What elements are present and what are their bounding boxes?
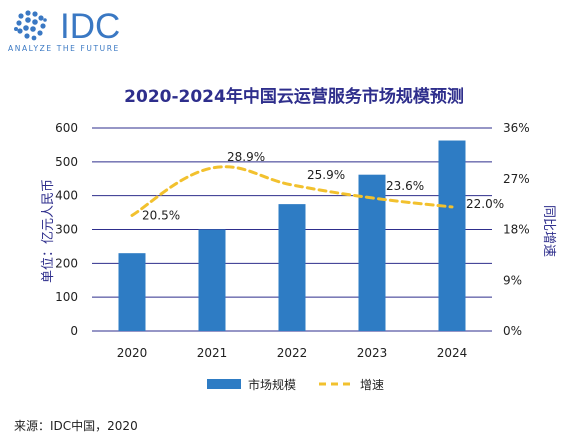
- bar: [278, 204, 306, 331]
- bar-series: [118, 140, 466, 331]
- x-tick-label: 2021: [197, 346, 228, 360]
- x-tick-label: 2022: [277, 346, 308, 360]
- legend-label-bar: 市场规模: [248, 377, 296, 392]
- growth-data-label: 28.9%: [227, 150, 265, 164]
- legend-label-line: 增速: [360, 378, 384, 392]
- y-tick-label: 500: [55, 155, 78, 169]
- y2-tick-label: 36%: [503, 121, 530, 135]
- logo-tagline: ANALYZE THE FUTURE: [8, 44, 120, 53]
- bar: [358, 174, 386, 331]
- growth-data-label: 20.5%: [142, 208, 180, 222]
- y-tick-label: 600: [55, 121, 78, 135]
- source-note: 来源：IDC中国，2020: [14, 418, 138, 433]
- globe-icon: [14, 10, 47, 41]
- y2-tick-label: 18%: [503, 223, 530, 237]
- bar: [118, 253, 146, 331]
- y-tick-label: 100: [55, 290, 78, 304]
- legend-swatch-bar: [207, 379, 241, 389]
- x-tick-label: 2024: [437, 346, 468, 360]
- y2-tick-label: 27%: [503, 172, 530, 186]
- y-axis-title: 单位：亿元人民币: [41, 179, 56, 283]
- bar: [198, 229, 226, 331]
- y2-tick-label: 0%: [503, 324, 522, 338]
- growth-rate-line: [130, 165, 454, 217]
- y2-tick-label: 9%: [503, 273, 522, 287]
- growth-data-label: 23.6%: [386, 179, 424, 193]
- y-axis-ticks: 0 100 200 300 400 500 600: [55, 121, 78, 338]
- idc-logo: IDC ANALYZE THE FUTURE: [8, 7, 120, 53]
- bar: [438, 140, 466, 331]
- y-tick-label: 0: [70, 324, 78, 338]
- x-axis-ticks: 2020 2021 2022 2023 2024: [117, 346, 468, 360]
- legend: 市场规模 增速: [207, 377, 384, 392]
- x-tick-label: 2023: [357, 346, 388, 360]
- logo-name: IDC: [60, 7, 120, 46]
- chart-title: 2020-2024年中国云运营服务市场规模预测: [124, 86, 464, 107]
- data-labels: 20.5% 28.9% 25.9% 23.6% 22.0%: [142, 150, 504, 222]
- y2-axis-title: 同比增速: [541, 205, 556, 257]
- y2-axis-ticks: 0% 9% 18% 27% 36%: [503, 121, 530, 338]
- growth-data-label: 22.0%: [466, 197, 504, 211]
- growth-data-label: 25.9%: [307, 168, 345, 182]
- y-tick-label: 300: [55, 223, 78, 237]
- x-tick-label: 2020: [117, 346, 148, 360]
- y-tick-label: 200: [55, 256, 78, 270]
- y-tick-label: 400: [55, 189, 78, 203]
